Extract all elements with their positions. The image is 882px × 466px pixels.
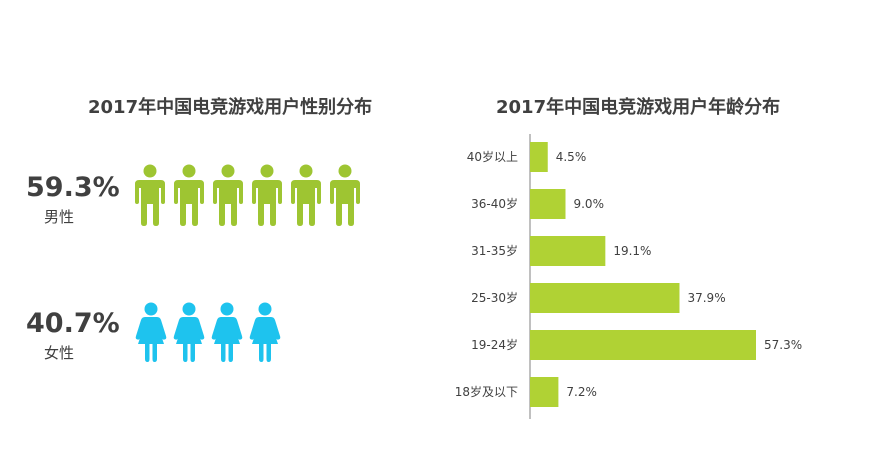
- female-icon-row: [133, 302, 285, 362]
- bar-value-label: 57.3%: [764, 338, 802, 352]
- female-label: 女性: [44, 344, 75, 362]
- male-person-icon: [287, 164, 326, 226]
- age-bar: [530, 330, 756, 360]
- age-bar: [530, 189, 566, 219]
- bar-value-label: 7.2%: [566, 385, 597, 399]
- male-icon-row: [131, 164, 365, 226]
- age-bar: [530, 283, 680, 313]
- gender-title: 2017年中国电竞游戏用户性别分布: [88, 97, 373, 118]
- age-bar: [530, 377, 559, 407]
- male-person-icon: [248, 164, 287, 226]
- category-tick-label: 31-35岁: [471, 243, 518, 258]
- category-tick-label: 25-30岁: [471, 290, 518, 305]
- male-person-icon: [326, 164, 365, 226]
- male-label: 男性: [44, 208, 75, 226]
- female-person-icon: [133, 302, 171, 362]
- female-person-icon: [247, 302, 285, 362]
- bar-value-label: 19.1%: [613, 244, 651, 258]
- female-person-icon: [209, 302, 247, 362]
- male-percentage: 59.3%: [26, 172, 120, 203]
- male-person-icon: [209, 164, 248, 226]
- male-person-icon: [131, 164, 170, 226]
- category-tick-label: 19-24岁: [471, 337, 518, 352]
- female-percentage: 40.7%: [26, 308, 120, 339]
- age-bar-chart: 40岁以上 4.5% 36-40岁 9.0% 31-35岁 19.1% 25-30岁 37.9…: [455, 134, 802, 419]
- bar-value-label: 4.5%: [556, 150, 587, 164]
- category-tick-label: 18岁及以下: [455, 384, 518, 399]
- female-person-icon: [171, 302, 209, 362]
- age-bar: [530, 236, 606, 266]
- age-title: 2017年中国电竞游戏用户年龄分布: [496, 97, 781, 118]
- bar-value-label: 9.0%: [573, 197, 604, 211]
- male-person-icon: [170, 164, 209, 226]
- bar-value-label: 37.9%: [687, 291, 725, 305]
- category-tick-label: 36-40岁: [471, 196, 518, 211]
- age-bar: [530, 142, 548, 172]
- category-tick-label: 40岁以上: [467, 149, 518, 164]
